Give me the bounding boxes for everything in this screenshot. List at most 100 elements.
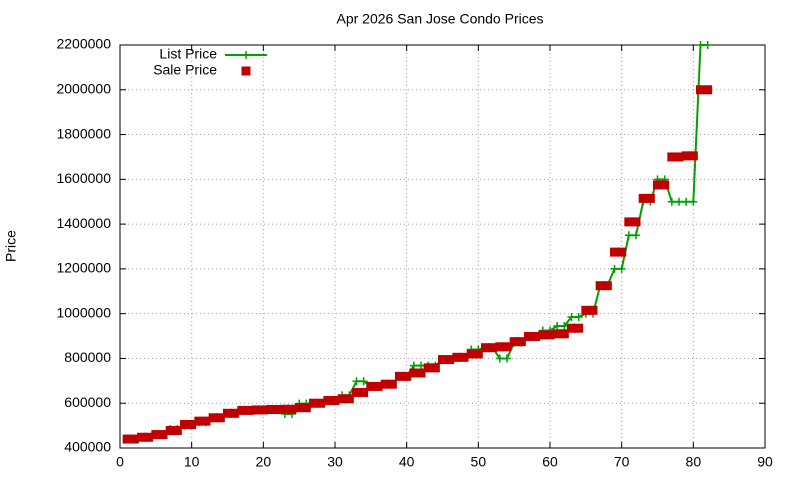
point-marker bbox=[703, 85, 713, 95]
point-marker bbox=[696, 41, 705, 49]
point-marker bbox=[241, 66, 251, 76]
point-marker bbox=[409, 361, 418, 370]
point-marker bbox=[266, 404, 275, 414]
point-marker bbox=[689, 197, 698, 206]
point-marker bbox=[395, 371, 404, 381]
point-marker bbox=[208, 413, 218, 423]
point-marker bbox=[631, 217, 641, 227]
point-marker bbox=[323, 396, 333, 406]
point-marker bbox=[352, 377, 361, 386]
y-tick-label: 1200000 bbox=[56, 260, 111, 276]
point-marker bbox=[416, 368, 426, 378]
point-marker bbox=[617, 264, 626, 273]
point-marker bbox=[675, 197, 683, 206]
legend-label: Sale Price bbox=[153, 62, 217, 78]
point-marker bbox=[337, 394, 347, 404]
x-tick-label: 90 bbox=[757, 454, 773, 470]
point-marker bbox=[495, 342, 505, 352]
point-marker bbox=[215, 413, 225, 423]
point-marker bbox=[610, 247, 619, 257]
point-marker bbox=[653, 180, 662, 190]
point-marker bbox=[172, 426, 182, 436]
x-tick-label: 70 bbox=[614, 454, 630, 470]
point-marker bbox=[553, 321, 562, 330]
series-line bbox=[127, 44, 708, 441]
y-tick-label: 1600000 bbox=[56, 170, 111, 186]
x-tick-label: 20 bbox=[256, 454, 272, 470]
point-marker bbox=[352, 387, 361, 397]
point-marker bbox=[617, 247, 627, 257]
x-tick-label: 0 bbox=[116, 454, 124, 470]
point-marker bbox=[359, 387, 369, 397]
point-marker bbox=[531, 332, 541, 342]
point-marker bbox=[223, 408, 232, 418]
point-marker bbox=[273, 404, 283, 414]
point-marker bbox=[682, 197, 691, 206]
point-marker bbox=[280, 404, 290, 414]
point-marker bbox=[674, 152, 684, 162]
point-marker bbox=[165, 426, 175, 436]
chart-title: Apr 2026 San Jose Condo Prices bbox=[336, 11, 543, 27]
x-tick-label: 40 bbox=[399, 454, 415, 470]
point-marker bbox=[481, 343, 490, 353]
x-tick-label: 10 bbox=[184, 454, 200, 470]
point-marker bbox=[187, 419, 197, 429]
point-marker bbox=[567, 313, 576, 322]
point-marker bbox=[667, 197, 676, 206]
x-tick-label: 60 bbox=[542, 454, 558, 470]
point-marker bbox=[638, 193, 648, 203]
point-marker bbox=[610, 264, 619, 273]
point-marker bbox=[602, 281, 612, 291]
y-tick-label: 400000 bbox=[64, 439, 111, 455]
point-marker bbox=[258, 405, 268, 415]
point-marker bbox=[409, 368, 419, 378]
point-marker bbox=[632, 231, 640, 240]
point-marker bbox=[438, 355, 447, 365]
y-tick-label: 1400000 bbox=[56, 215, 111, 231]
point-marker bbox=[574, 323, 584, 333]
point-marker bbox=[151, 430, 161, 440]
point-marker bbox=[144, 432, 154, 442]
point-marker bbox=[244, 405, 254, 415]
point-marker bbox=[660, 180, 670, 190]
point-marker bbox=[552, 329, 562, 339]
point-marker bbox=[538, 330, 548, 340]
point-marker bbox=[230, 408, 240, 418]
point-marker bbox=[423, 363, 433, 373]
y-tick-label: 800000 bbox=[64, 349, 111, 365]
point-marker bbox=[516, 337, 526, 347]
point-marker bbox=[645, 193, 655, 203]
point-marker bbox=[237, 405, 247, 415]
point-marker bbox=[309, 398, 318, 408]
point-marker bbox=[703, 41, 712, 49]
y-tick-label: 2000000 bbox=[56, 80, 111, 96]
point-marker bbox=[129, 434, 139, 444]
point-marker bbox=[488, 343, 498, 353]
point-marker bbox=[242, 51, 250, 59]
point-marker bbox=[287, 404, 297, 414]
point-marker bbox=[624, 217, 634, 227]
point-marker bbox=[344, 394, 354, 404]
point-marker bbox=[122, 434, 132, 444]
point-marker bbox=[459, 352, 469, 362]
x-tick-label: 50 bbox=[471, 454, 487, 470]
point-marker bbox=[387, 379, 397, 389]
y-tick-label: 1000000 bbox=[56, 304, 111, 320]
y-tick-label: 600000 bbox=[64, 394, 111, 410]
plot-frame bbox=[119, 44, 766, 449]
x-tick-label: 30 bbox=[327, 454, 343, 470]
point-marker bbox=[502, 342, 512, 352]
point-marker bbox=[301, 403, 311, 413]
point-marker bbox=[180, 419, 189, 429]
point-marker bbox=[588, 305, 598, 315]
point-marker bbox=[452, 352, 462, 362]
point-marker bbox=[201, 416, 211, 426]
point-marker bbox=[466, 349, 476, 359]
point-marker bbox=[359, 377, 368, 386]
point-marker bbox=[567, 323, 576, 333]
point-marker bbox=[559, 329, 569, 339]
point-marker bbox=[681, 151, 691, 161]
point-marker bbox=[524, 332, 533, 342]
x-tick-label: 80 bbox=[686, 454, 702, 470]
